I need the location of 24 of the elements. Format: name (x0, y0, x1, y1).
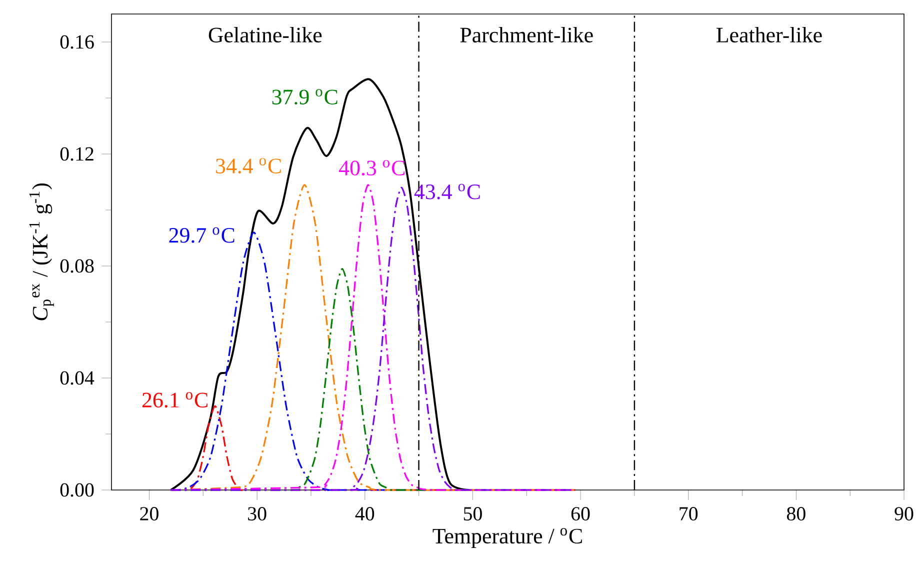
x-tick-label: 30 (248, 507, 266, 520)
y-tick-label: 0.04 (60, 371, 94, 385)
y-tick-label: 0.16 (60, 35, 94, 49)
annotation: Leather-like (716, 27, 822, 42)
annotation: 37.9 $^{o}$C (272, 89, 338, 105)
y-axis-title: C$_{p}$$^{ex}$ / (JK$^{-1}$ g$^{-1}$) (29, 183, 54, 320)
annotation: 29.7 $^{o}$C (169, 227, 234, 243)
annotation: Parchment-like (460, 27, 593, 42)
annotation: 26.1 $^{o}$C (142, 392, 208, 408)
annotation: 40.3 $^{o}$C (339, 160, 404, 176)
x-tick-label: 20 (140, 507, 158, 520)
annotation: Gelatine-like (208, 27, 322, 42)
x-tick-label: 90 (894, 507, 914, 520)
annotation: 34.4 $^{o}$C (216, 158, 281, 174)
y-tick-label: 0.08 (60, 259, 94, 273)
x-tick-label: 80 (786, 507, 806, 520)
y-tick-label: 0.00 (60, 483, 94, 497)
x-tick-label: 60 (571, 507, 590, 520)
x-tick-label: 50 (464, 507, 482, 520)
y-tick-label: 0.12 (60, 147, 94, 161)
x-tick-label: 70 (680, 507, 698, 520)
annotation: 43.4 $^{o}$C (414, 184, 480, 200)
x-tick-label: 40 (355, 507, 374, 520)
x-axis-title: Temperature / $^{o}$C (432, 528, 582, 548)
